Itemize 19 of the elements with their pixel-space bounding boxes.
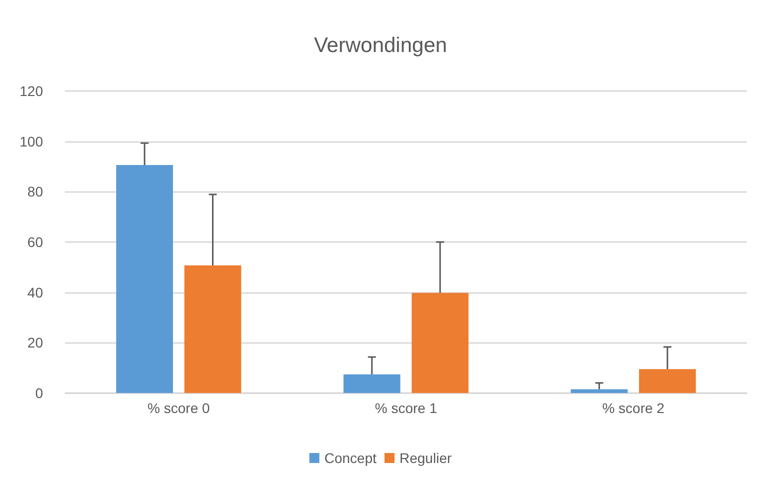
y-tick-label: 20 <box>27 334 44 351</box>
y-tick-label: 80 <box>27 184 44 200</box>
y-tick-label: 40 <box>27 284 44 300</box>
x-tick-label: % score 2 <box>602 400 665 416</box>
bar <box>639 369 696 393</box>
legend-label: Regulier <box>400 450 452 466</box>
bar <box>184 265 242 393</box>
x-tick-label: % score 1 <box>374 400 438 416</box>
legend-label: Concept <box>324 450 377 466</box>
y-tick-label: 60 <box>27 234 44 250</box>
y-tick-label: 0 <box>35 385 44 401</box>
chart-title: Verwondingen <box>314 34 448 57</box>
y-tick-label: 120 <box>20 83 44 99</box>
bar <box>343 374 400 393</box>
x-tick-label: % score 0 <box>148 400 210 416</box>
bar <box>116 164 173 393</box>
y-tick-label: 100 <box>20 133 44 150</box>
bar <box>412 292 469 393</box>
bar <box>570 389 628 393</box>
